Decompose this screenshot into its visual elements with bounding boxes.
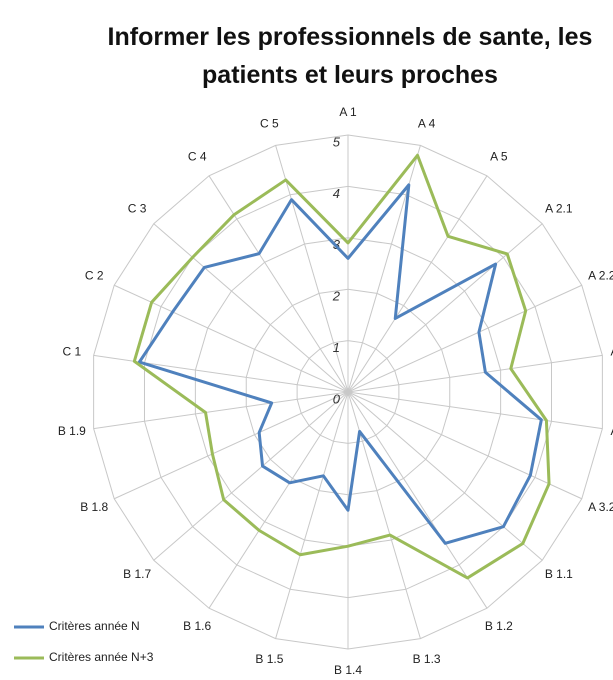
- category-label: A 4: [418, 116, 436, 130]
- spoke: [275, 145, 349, 393]
- spoke: [347, 391, 582, 500]
- spoke: [347, 175, 488, 393]
- spoke: [208, 391, 349, 609]
- category-label: A 3.2: [588, 500, 613, 514]
- spoke: [347, 354, 603, 393]
- tick-label: 2: [332, 289, 341, 304]
- category-label: C 2: [85, 268, 104, 282]
- category-label: B 1.2: [485, 619, 513, 633]
- category-label: A 2.1: [545, 201, 573, 215]
- category-label: A 3.1: [610, 424, 613, 438]
- legend-label: Critères année N+3: [49, 650, 154, 664]
- spoke: [347, 391, 488, 609]
- spoke: [347, 391, 603, 430]
- tick-label: 0: [333, 391, 341, 406]
- spoke: [347, 391, 421, 639]
- spoke: [347, 284, 582, 393]
- spoke: [208, 175, 349, 393]
- spoke: [114, 284, 349, 393]
- category-label: A 1: [339, 105, 357, 119]
- spoke: [347, 391, 543, 561]
- category-label: B 1.4: [334, 663, 362, 677]
- category-label: A 5: [490, 149, 508, 163]
- series-line: [137, 183, 543, 545]
- spoke: [114, 391, 349, 500]
- category-label: B 1.6: [183, 619, 211, 633]
- category-label: A 2.2: [588, 268, 613, 282]
- category-label: B 1.7: [123, 567, 151, 581]
- spoke: [347, 223, 543, 393]
- spoke: [153, 391, 349, 561]
- category-label: B 1.3: [413, 652, 441, 666]
- category-label: B 1.8: [80, 500, 108, 514]
- legend-label: Critères année N: [49, 619, 140, 633]
- series-line: [132, 153, 551, 580]
- tick-label: 4: [333, 186, 340, 201]
- chart-title: Informer les professionnels de sante, le…: [107, 23, 593, 89]
- category-label: C 4: [188, 149, 207, 163]
- spoke: [93, 391, 349, 430]
- category-label: C 1: [62, 344, 81, 358]
- category-label: B 1.9: [58, 424, 86, 438]
- spoke: [347, 145, 421, 393]
- spoke: [275, 391, 349, 639]
- spoke: [153, 223, 349, 393]
- category-label: C 3: [128, 201, 147, 215]
- category-label: C 5: [260, 116, 279, 130]
- category-label: A 2.3: [610, 344, 613, 358]
- tick-label: 1: [333, 340, 340, 355]
- category-label: B 1.5: [255, 652, 283, 666]
- tick-label: 5: [333, 134, 341, 149]
- category-label: B 1.1: [545, 567, 573, 581]
